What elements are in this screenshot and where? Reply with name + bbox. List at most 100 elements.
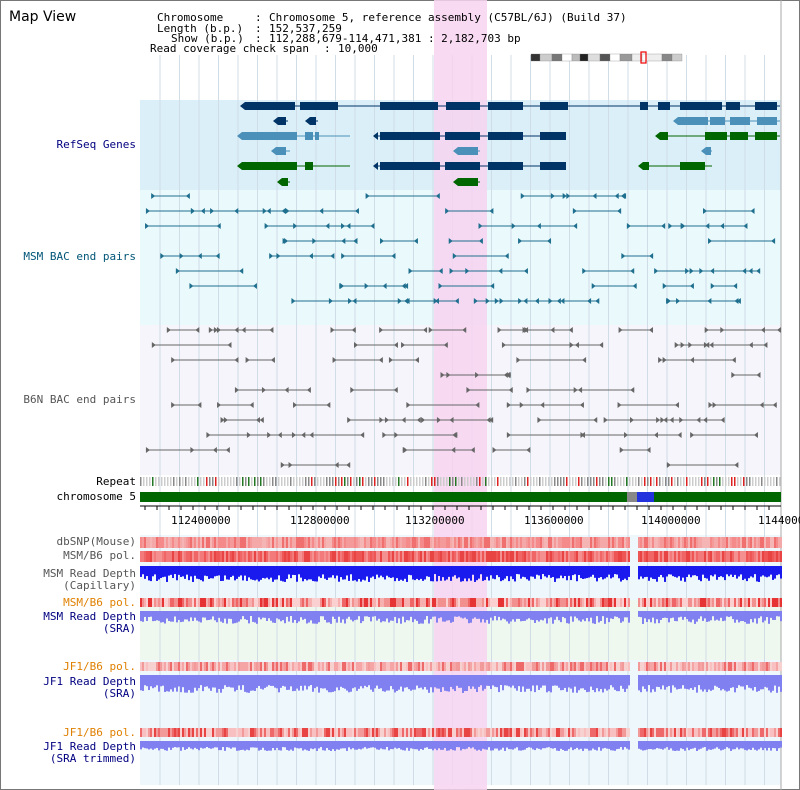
heat-stripe: [288, 662, 290, 671]
heat-stripe: [148, 662, 150, 671]
read-depth-bar: [702, 566, 704, 575]
heat-stripe: [312, 662, 314, 671]
read-depth-bar: [232, 611, 234, 624]
heat-stripe: [188, 598, 190, 607]
repeat-mark: [353, 477, 355, 486]
bac-end-marker: [649, 253, 654, 259]
gene-exon: [305, 162, 313, 170]
heat-stripe: [470, 728, 472, 737]
heat-stripe: [458, 537, 460, 548]
read-depth-bar: [398, 741, 400, 749]
read-depth-bar: [206, 741, 208, 748]
read-depth-bar: [514, 611, 516, 622]
read-depth-bar: [474, 741, 476, 750]
read-depth-bar: [750, 611, 752, 620]
read-depth-bar: [662, 611, 664, 618]
read-depth-bar: [744, 675, 746, 690]
bac-end-marker: [619, 447, 624, 453]
heat-stripe: [370, 662, 372, 671]
heat-stripe: [254, 551, 256, 562]
read-depth-bar: [746, 611, 748, 624]
bac-end-marker: [347, 417, 352, 423]
heat-stripe: [202, 662, 204, 671]
read-depth-bar: [416, 675, 418, 686]
repeat-mark: [644, 477, 646, 486]
read-depth-bar: [142, 675, 144, 691]
read-depth-bar: [502, 675, 504, 691]
read-depth-bar: [718, 611, 720, 621]
heat-stripe: [590, 551, 592, 562]
heat-stripe: [746, 728, 748, 737]
read-depth-bar: [598, 566, 600, 578]
heat-stripe: [364, 551, 366, 562]
bac-end-marker: [401, 342, 406, 348]
read-depth-bar: [666, 741, 668, 748]
heat-stripe: [778, 537, 780, 548]
read-depth-bar: [440, 611, 442, 618]
heat-stripe: [612, 728, 614, 737]
read-depth-bar: [712, 675, 714, 690]
heat-stripe: [324, 598, 326, 607]
heat-stripe: [598, 551, 600, 562]
bac-end-marker: [423, 327, 428, 333]
heat-stripe: [596, 662, 598, 671]
read-depth-bar: [546, 741, 548, 748]
heat-stripe: [308, 662, 310, 671]
heat-stripe: [238, 662, 240, 671]
heat-stripe: [530, 598, 532, 607]
heat-stripe: [740, 662, 742, 671]
read-depth-bar: [638, 566, 640, 580]
heat-stripe: [276, 537, 278, 548]
read-depth-bar: [550, 741, 552, 749]
read-depth-bar: [662, 566, 664, 578]
read-depth-bar: [688, 741, 690, 751]
heat-stripe: [228, 598, 230, 607]
heat-stripe: [286, 662, 288, 671]
read-depth-bar: [370, 611, 372, 622]
heat-stripe: [506, 598, 508, 607]
repeat-mark: [221, 477, 223, 486]
heat-stripe: [380, 537, 382, 548]
heat-stripe: [618, 598, 620, 607]
repeat-mark: [212, 477, 214, 486]
heat-stripe: [600, 598, 602, 607]
heat-stripe: [530, 662, 532, 671]
bac-end-marker: [239, 268, 244, 274]
heat-stripe: [220, 662, 222, 671]
heat-stripe: [616, 551, 618, 562]
read-depth-bar: [672, 611, 674, 618]
heat-stripe: [314, 598, 316, 607]
read-depth-bar: [646, 566, 648, 577]
bac-end-marker: [319, 208, 324, 214]
heat-stripe: [716, 728, 718, 737]
heat-stripe: [562, 598, 564, 607]
repeat-mark: [518, 477, 520, 486]
heat-stripe: [660, 598, 662, 607]
heat-stripe: [178, 662, 180, 671]
heat-stripe: [144, 598, 146, 607]
heat-stripe: [714, 728, 716, 737]
heat-stripe: [182, 537, 184, 548]
read-depth-bar: [228, 566, 230, 580]
heat-stripe: [450, 551, 452, 562]
heat-stripe: [284, 662, 286, 671]
heat-stripe: [156, 537, 158, 548]
heat-stripe: [322, 551, 324, 562]
heat-stripe: [674, 551, 676, 562]
gene-exon: [755, 132, 777, 140]
heat-stripe: [398, 551, 400, 562]
heat-stripe: [366, 551, 368, 562]
track-label-jf1-depth-sra-1: JF1 Read Depth: [43, 675, 136, 688]
repeat-mark: [719, 477, 721, 486]
heat-stripe: [394, 728, 396, 737]
axis-tick-label: 1144000: [758, 514, 800, 527]
track-label-chromosome: chromosome 5: [56, 490, 136, 503]
heat-stripe: [734, 537, 736, 548]
heat-stripe: [378, 537, 380, 548]
read-depth-bar: [430, 741, 432, 749]
heat-stripe: [672, 537, 674, 548]
read-depth-bar: [506, 741, 508, 748]
heat-stripe: [328, 598, 330, 607]
heat-stripe: [176, 728, 178, 737]
